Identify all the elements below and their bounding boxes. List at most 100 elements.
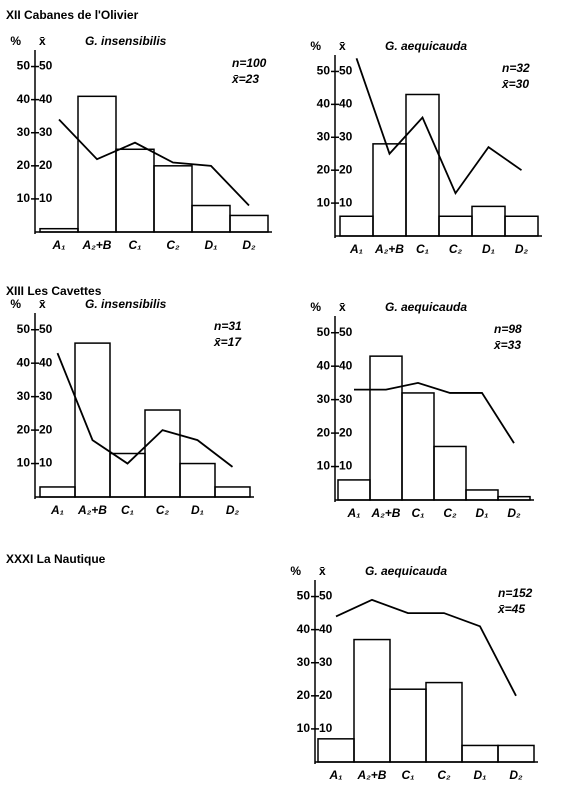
bar <box>401 392 435 501</box>
y-axis-label: % <box>310 300 321 314</box>
x-tick-label: A₂+B <box>374 242 404 256</box>
annotation: n=152 <box>498 586 533 600</box>
y-tick-label: 20 <box>17 422 31 436</box>
x-tick-label: A₁ <box>52 238 66 252</box>
x-tick-label: C₁ <box>129 238 142 252</box>
y2-tick-label: 30 <box>339 129 353 143</box>
y-tick-label: 50 <box>317 64 331 78</box>
x-tick-label: A₁ <box>347 506 361 520</box>
x-tick-label: C₁ <box>121 503 134 517</box>
y2-tick-label: 40 <box>319 622 333 636</box>
chart-title: G. insensibilis <box>85 34 167 48</box>
y-tick-label: 30 <box>17 389 31 403</box>
y2-tick-label: 10 <box>39 191 53 205</box>
y2-tick-label: 20 <box>319 688 333 702</box>
annotation: n=31 <box>214 319 242 333</box>
bar <box>77 95 117 233</box>
y-tick-label: 30 <box>317 129 331 143</box>
bar <box>369 355 403 501</box>
y2-tick-label: 50 <box>319 589 333 603</box>
x-tick-label: D₂ <box>242 238 256 252</box>
bar <box>179 462 216 498</box>
y2-tick-label: 30 <box>319 655 333 669</box>
y-tick-label: 40 <box>317 358 331 372</box>
bar <box>39 227 79 233</box>
x-tick-label: A₂+B <box>371 506 401 520</box>
x-tick-label: D₂ <box>515 242 529 256</box>
y-tick-label: 50 <box>317 325 331 339</box>
annotation: n=32 <box>502 61 530 75</box>
annotation: x̄=45 <box>497 602 525 616</box>
x-tick-label: D₁ <box>476 506 489 520</box>
y2-tick-label: 40 <box>339 358 353 372</box>
bar <box>317 738 355 763</box>
bar <box>337 479 371 501</box>
bar <box>74 342 111 498</box>
bar <box>389 688 427 763</box>
y-tick-label: 30 <box>317 392 331 406</box>
y-tick-label: 10 <box>17 191 31 205</box>
x-tick-label: C₂ <box>156 503 170 517</box>
y2-tick-label: 50 <box>339 64 353 78</box>
bar <box>433 445 467 501</box>
y2-axis-label: x̄ <box>39 34 46 48</box>
section-title: XII Cabanes de l'Olivier <box>6 8 139 22</box>
x-tick-label: A₂+B <box>77 503 107 517</box>
bar <box>144 409 181 498</box>
mean-line <box>58 118 250 207</box>
x-tick-label: D₁ <box>191 503 204 517</box>
bar <box>438 215 473 237</box>
x-tick-label: C₂ <box>449 242 463 256</box>
y2-tick-label: 40 <box>39 92 53 106</box>
y2-tick-label: 20 <box>39 158 53 172</box>
x-tick-label: D₂ <box>226 503 240 517</box>
y2-tick-label: 10 <box>319 721 333 735</box>
y-tick-label: 20 <box>17 158 31 172</box>
x-tick-label: A₁ <box>349 242 363 256</box>
y2-tick-label: 50 <box>39 59 53 73</box>
bar <box>229 214 269 233</box>
y2-tick-label: 10 <box>339 195 353 209</box>
x-tick-label: D₂ <box>507 506 521 520</box>
annotation: n=98 <box>494 322 522 336</box>
x-tick-label: A₁ <box>50 503 64 517</box>
x-tick-label: C₁ <box>402 768 415 782</box>
y2-tick-label: 20 <box>39 422 53 436</box>
y-tick-label: 40 <box>317 97 331 111</box>
mean-line <box>355 57 523 196</box>
x-tick-label: A₂+B <box>357 768 387 782</box>
y-tick-label: 10 <box>17 456 31 470</box>
y-tick-label: 40 <box>17 355 31 369</box>
y-tick-label: 50 <box>297 589 311 603</box>
y2-tick-label: 50 <box>39 322 53 336</box>
mean-line <box>354 381 515 444</box>
y2-tick-label: 40 <box>39 355 53 369</box>
y-tick-label: 10 <box>297 721 311 735</box>
section-title: XXXI La Nautique <box>6 552 106 566</box>
y2-axis-label: x̄ <box>319 564 326 578</box>
bar <box>497 744 535 763</box>
annotation: x̄=17 <box>213 335 242 349</box>
bar <box>405 93 440 237</box>
bar <box>465 489 499 501</box>
y2-tick-label: 40 <box>339 97 353 111</box>
y2-tick-label: 10 <box>39 456 53 470</box>
y-tick-label: 20 <box>297 688 311 702</box>
y-tick-label: 50 <box>17 59 31 73</box>
y2-axis-label: x̄ <box>339 300 346 314</box>
y-tick-label: 40 <box>297 622 311 636</box>
x-tick-label: C₁ <box>416 242 429 256</box>
bar <box>153 165 193 233</box>
y2-axis-label: x̄ <box>39 297 46 311</box>
y2-tick-label: 30 <box>339 392 353 406</box>
bar <box>214 486 251 498</box>
y-axis-label: % <box>290 564 301 578</box>
mean-line <box>56 352 234 468</box>
x-tick-label: C₁ <box>412 506 425 520</box>
y2-tick-label: 30 <box>39 125 53 139</box>
x-tick-label: D₁ <box>474 768 487 782</box>
x-tick-label: A₁ <box>329 768 343 782</box>
section-title: XIII Les Cavettes <box>6 284 102 298</box>
y2-axis-label: x̄ <box>339 39 346 53</box>
